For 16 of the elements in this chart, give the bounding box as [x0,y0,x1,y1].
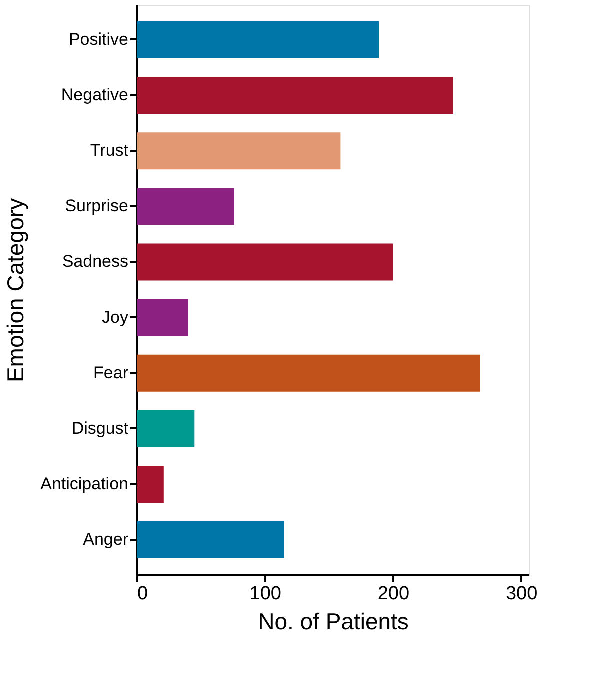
x-tick-label: 200 [378,584,410,604]
y-tick-label: Fear [94,363,129,382]
x-tick-label: 300 [506,584,538,604]
y-tick-label: Sadness [62,252,128,272]
x-axis-title: No. of Patients [258,608,409,634]
y-tick-label: Surprise [65,196,128,216]
y-tick-label: Anger [83,530,129,549]
y-tick-label: Positive [68,30,128,49]
y-tick-label: Disgust [72,418,129,438]
y-tick-label: Negative [61,86,128,105]
x-tick-label: 0 [138,584,148,604]
y-tick-label: Trust [90,141,129,160]
x-tick-label: 100 [250,584,282,604]
y-tick-label: Joy [102,308,129,327]
y-tick-label: Anticipation [40,474,128,494]
y-axis-title: Emotion Category [2,198,29,383]
